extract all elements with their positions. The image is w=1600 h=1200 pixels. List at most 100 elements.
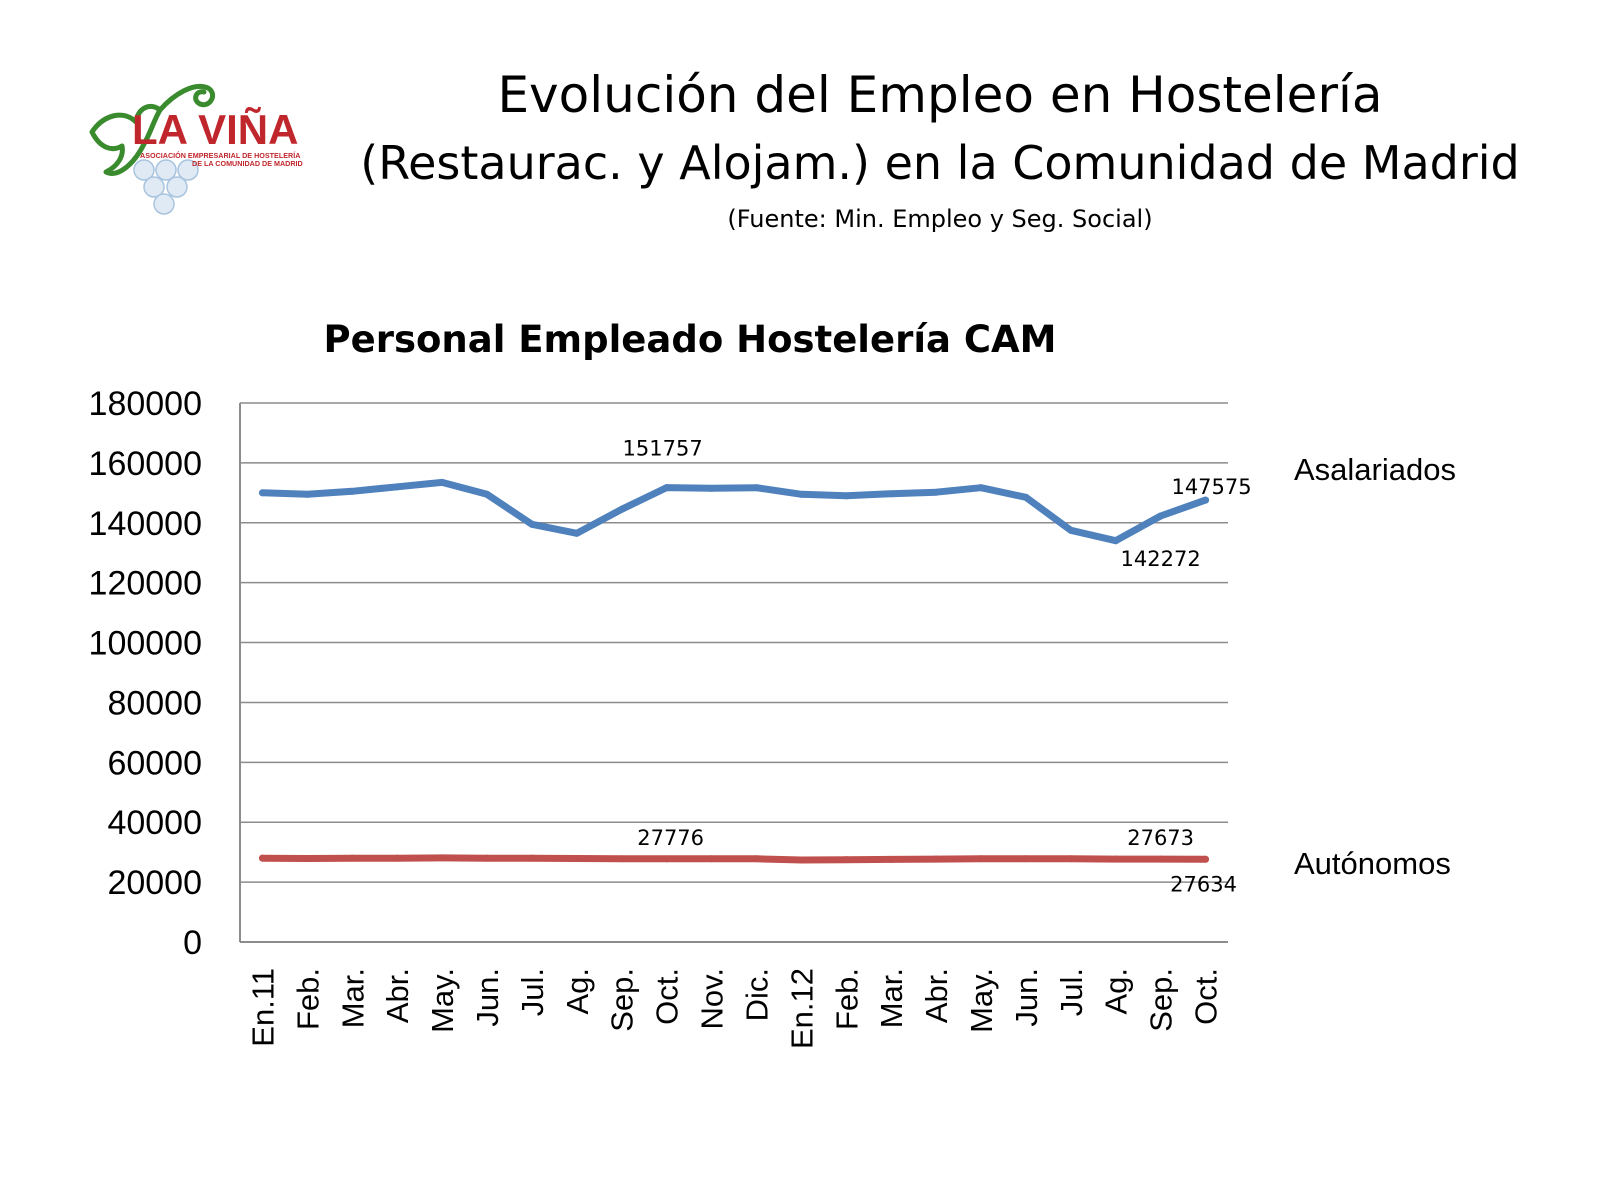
vine-leaf-icon bbox=[89, 104, 163, 176]
logo-subtitle-line1: ASOCIACIÓN EMPRESARIAL DE HOSTELERÍA bbox=[140, 151, 300, 160]
data-point bbox=[573, 854, 581, 862]
y-tick-label: 100000 bbox=[89, 625, 202, 663]
data-point bbox=[887, 490, 895, 498]
y-tick-label: 20000 bbox=[107, 864, 202, 902]
x-tick-label: May. bbox=[964, 968, 999, 1033]
series-label-asalariados: Asalariados bbox=[1294, 452, 1456, 487]
x-tick-label: Sep. bbox=[605, 968, 640, 1032]
data-point bbox=[528, 520, 536, 528]
x-tick-label: Oct. bbox=[1189, 968, 1224, 1025]
data-point bbox=[977, 484, 985, 492]
data-point bbox=[663, 484, 671, 492]
data-point bbox=[1157, 512, 1165, 520]
data-point bbox=[708, 855, 716, 863]
data-label: 27776 bbox=[637, 826, 704, 850]
data-point bbox=[797, 856, 805, 864]
data-label: 142272 bbox=[1121, 547, 1201, 571]
data-label: 151757 bbox=[623, 437, 703, 461]
data-point bbox=[752, 484, 760, 492]
data-point bbox=[393, 483, 401, 491]
y-tick-label: 160000 bbox=[89, 445, 202, 483]
y-tick-label: 0 bbox=[183, 924, 202, 962]
data-point bbox=[1067, 526, 1075, 534]
y-tick-label: 40000 bbox=[107, 804, 202, 842]
x-tick-label: Abr. bbox=[919, 968, 954, 1023]
data-point bbox=[1157, 855, 1165, 863]
data-point bbox=[842, 492, 850, 500]
x-tick-label: Ag. bbox=[1099, 968, 1134, 1015]
data-point bbox=[258, 489, 266, 497]
x-tick-label: Feb. bbox=[829, 968, 864, 1030]
x-tick-label: Mar. bbox=[335, 968, 370, 1028]
x-tick-label: Abr. bbox=[380, 968, 415, 1023]
series-lines bbox=[258, 478, 1210, 864]
chart-title: Personal Empleado Hostelería CAM bbox=[324, 318, 1057, 361]
data-point bbox=[348, 487, 356, 495]
data-point bbox=[708, 484, 716, 492]
axes bbox=[239, 403, 1228, 943]
data-point bbox=[1067, 855, 1075, 863]
slide-title: Evolución del Empleo en Hostelería bbox=[497, 66, 1383, 124]
data-point bbox=[483, 490, 491, 498]
data-point bbox=[438, 854, 446, 862]
x-tick-label: Ag. bbox=[560, 968, 595, 1015]
y-tick-label: 60000 bbox=[107, 744, 202, 782]
slide-subtitle: (Restaurac. y Alojam.) en la Comunidad d… bbox=[360, 136, 1520, 190]
data-point bbox=[348, 854, 356, 862]
x-tick-label: En.11 bbox=[245, 968, 280, 1047]
data-label: 147575 bbox=[1171, 475, 1251, 499]
data-label: 27634 bbox=[1170, 872, 1237, 896]
x-tick-label: Mar. bbox=[874, 968, 909, 1028]
logo-subtitle-line2: DE LA COMUNIDAD DE MADRID bbox=[192, 159, 303, 168]
data-point bbox=[1202, 855, 1210, 863]
data-point bbox=[528, 854, 536, 862]
grid-lines bbox=[240, 402, 1228, 883]
y-tick-label: 120000 bbox=[89, 565, 202, 603]
data-point bbox=[797, 490, 805, 498]
y-tick-label: 140000 bbox=[89, 505, 202, 543]
x-tick-label: En.12 bbox=[784, 968, 819, 1049]
data-point bbox=[842, 856, 850, 864]
x-tick-label: Jun. bbox=[1009, 968, 1044, 1027]
source-note: (Fuente: Min. Empleo y Seg. Social) bbox=[727, 205, 1153, 233]
x-tick-label: Sep. bbox=[1144, 968, 1179, 1032]
data-point bbox=[483, 854, 491, 862]
x-tick-label: Nov. bbox=[695, 968, 730, 1029]
data-point bbox=[393, 854, 401, 862]
x-tick-label: Jul. bbox=[515, 968, 550, 1016]
data-point bbox=[618, 505, 626, 513]
x-tick-labels: En.11 Feb. Mar. Abr. May. Jun. Jul. Ag. Sep. Oct.… bbox=[245, 968, 1223, 1049]
y-tick-label: 180000 bbox=[89, 385, 202, 423]
data-point bbox=[303, 854, 311, 862]
data-point bbox=[752, 855, 760, 863]
data-point bbox=[977, 855, 985, 863]
data-point bbox=[1022, 855, 1030, 863]
la-vina-logo: LA VIÑA ASOCIACIÓN EMPRESARIAL DE HOSTEL… bbox=[89, 84, 303, 215]
data-point bbox=[663, 855, 671, 863]
x-tick-label: Dic. bbox=[739, 968, 774, 1021]
data-point bbox=[573, 529, 581, 537]
series-line-autonomos bbox=[259, 854, 1209, 864]
data-point bbox=[1022, 493, 1030, 501]
x-tick-label: May. bbox=[425, 968, 460, 1033]
vine-tendril-icon bbox=[157, 84, 215, 113]
data-point bbox=[887, 855, 895, 863]
data-point bbox=[438, 478, 446, 486]
x-tick-label: Jul. bbox=[1054, 968, 1089, 1016]
data-point bbox=[932, 855, 940, 863]
x-tick-label: Jun. bbox=[470, 968, 505, 1027]
y-tick-label: 80000 bbox=[107, 684, 202, 722]
series-label-autonomos: Autónomos bbox=[1294, 846, 1451, 881]
series-line-asalariados bbox=[259, 478, 1209, 545]
data-point bbox=[303, 490, 311, 498]
grapes-icon bbox=[133, 159, 199, 215]
employment-line-chart: Personal Empleado Hostelería CAM 0 20000 4… bbox=[89, 318, 1456, 1049]
data-point bbox=[1112, 855, 1120, 863]
data-label: 27673 bbox=[1127, 826, 1194, 850]
y-tick-labels: 0 20000 40000 60000 80000 100000 120000 140000 1… bbox=[89, 385, 202, 962]
logo-name: LA VIÑA bbox=[132, 106, 298, 153]
data-point bbox=[618, 855, 626, 863]
series-labels: Asalariados Autónomos bbox=[1294, 452, 1456, 881]
x-tick-label: Feb. bbox=[290, 968, 325, 1030]
data-labels: 151757 142272 147575 27776 27673 27634 bbox=[623, 437, 1252, 897]
